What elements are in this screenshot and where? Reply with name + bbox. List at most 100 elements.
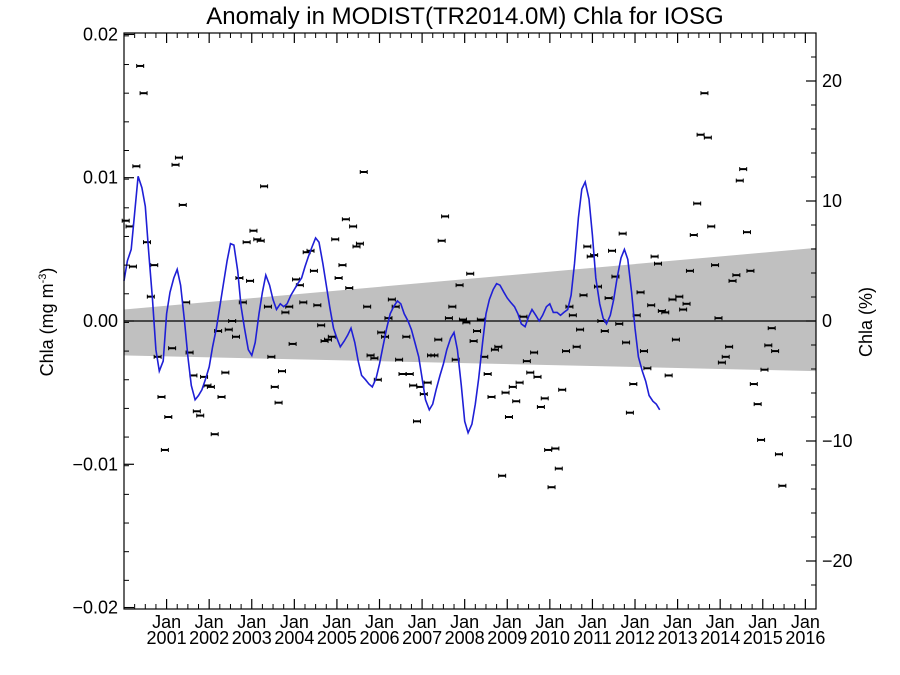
x-tick-label-month: Jan — [706, 612, 735, 632]
x-tick-label-year: 2010 — [530, 628, 570, 648]
data-point — [530, 350, 539, 355]
uncertainty-band — [124, 247, 816, 372]
data-point — [473, 329, 482, 334]
x-tick-label-year: 2012 — [615, 628, 655, 648]
data-point — [568, 313, 577, 318]
data-point — [625, 410, 634, 415]
data-point — [639, 349, 648, 354]
x-tick-label-month: Jan — [493, 612, 522, 632]
x-tick-label-month: Jan — [791, 612, 820, 632]
data-point — [572, 344, 581, 349]
data-point — [583, 244, 592, 249]
data-point — [562, 349, 571, 354]
data-point — [551, 446, 560, 451]
data-point — [423, 380, 432, 385]
data-point — [685, 268, 694, 273]
data-point — [728, 278, 737, 283]
data-point — [128, 264, 137, 269]
data-point — [370, 356, 379, 361]
data-point — [650, 254, 659, 259]
data-point — [441, 214, 450, 219]
data-point — [721, 354, 730, 359]
data-point — [455, 283, 464, 288]
data-point — [345, 286, 354, 291]
data-point — [700, 91, 709, 96]
data-points-layer — [121, 63, 787, 490]
x-tick-label-month: Jan — [237, 612, 266, 632]
data-point — [334, 276, 343, 281]
data-point — [331, 237, 340, 242]
data-point — [490, 347, 499, 352]
data-point — [707, 224, 716, 229]
data-point — [466, 271, 475, 276]
data-point — [242, 240, 251, 245]
data-point — [341, 217, 350, 222]
data-point — [746, 268, 755, 273]
data-point — [317, 323, 326, 328]
y-tick-label-right: −10 — [822, 431, 853, 451]
data-point — [281, 310, 290, 315]
y-axis-label-right: Chla (%) — [856, 287, 876, 357]
data-point — [260, 184, 269, 189]
y-tick-label-right: 0 — [822, 311, 832, 331]
data-point — [363, 304, 372, 309]
data-point — [618, 231, 627, 236]
x-tick-label-year: 2002 — [189, 628, 229, 648]
x-tick-label-month: Jan — [535, 612, 564, 632]
data-point — [661, 310, 670, 315]
data-point — [437, 238, 446, 243]
data-point — [231, 334, 240, 339]
y-axis-label-left: Chla (mg m-3) — [37, 268, 57, 377]
x-tick-label-month: Jan — [620, 612, 649, 632]
data-point — [508, 384, 517, 389]
data-point — [444, 316, 453, 321]
x-tick-label-year: 2013 — [658, 628, 698, 648]
x-tick-label-year: 2009 — [487, 628, 527, 648]
data-point — [615, 321, 624, 326]
data-point — [299, 300, 308, 305]
data-point — [292, 277, 301, 282]
x-tick-label-year: 2015 — [743, 628, 783, 648]
data-point — [558, 387, 567, 392]
y-tick-label-left: 0.01 — [83, 168, 118, 188]
data-point — [196, 413, 205, 418]
data-point — [487, 394, 496, 399]
data-point — [178, 202, 187, 207]
data-point — [515, 380, 524, 385]
data-point — [717, 360, 726, 365]
data-point — [753, 402, 762, 407]
data-point — [136, 63, 145, 68]
data-point — [458, 317, 467, 322]
x-tick-label-year: 2006 — [359, 628, 399, 648]
data-point — [600, 329, 609, 334]
data-point — [228, 319, 237, 323]
data-point — [171, 162, 180, 167]
x-tick-label-month: Jan — [365, 612, 394, 632]
data-point — [274, 400, 283, 405]
data-point — [735, 178, 744, 183]
data-point — [434, 337, 443, 342]
data-point — [221, 370, 230, 375]
data-point — [579, 293, 588, 298]
data-point — [732, 273, 741, 278]
data-point — [693, 201, 702, 206]
data-point — [483, 372, 492, 377]
data-point — [267, 354, 276, 359]
smoothed-line — [123, 176, 661, 436]
data-point — [608, 248, 617, 253]
x-tick-label-month: Jan — [280, 612, 309, 632]
data-point — [664, 373, 673, 378]
data-point — [352, 244, 361, 249]
data-point — [246, 278, 255, 283]
data-point — [522, 359, 531, 364]
data-point — [309, 268, 318, 273]
data-point — [217, 394, 226, 399]
data-point — [675, 294, 684, 299]
data-point — [355, 241, 364, 246]
data-point — [256, 238, 265, 243]
y-tick-label-left: 0.02 — [83, 24, 118, 44]
data-point — [576, 327, 585, 332]
data-point — [771, 349, 780, 354]
data-point — [157, 394, 166, 399]
data-point — [263, 304, 272, 309]
